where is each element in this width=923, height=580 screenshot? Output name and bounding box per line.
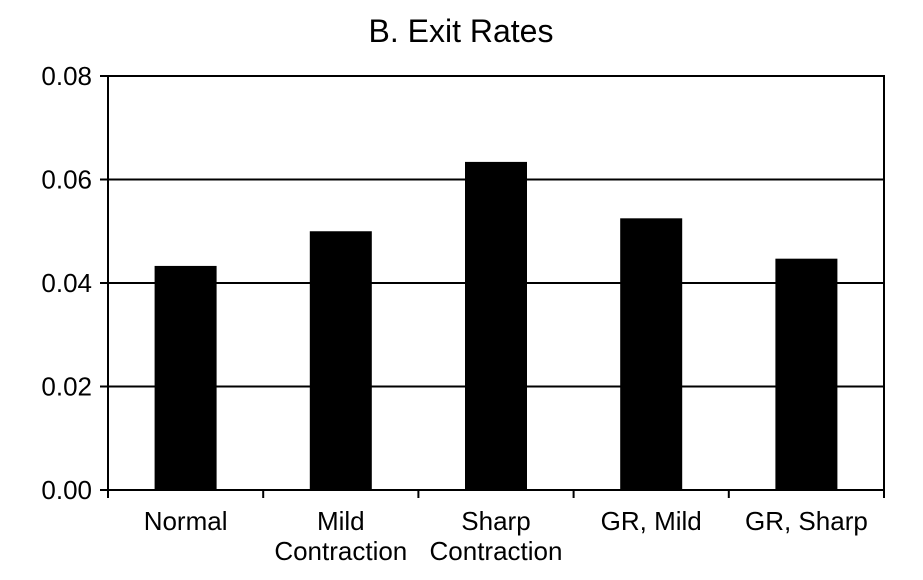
y-tick-label: 0.08 xyxy=(41,61,92,91)
bar xyxy=(154,265,217,490)
bar xyxy=(775,258,838,490)
x-category-label: Sharp xyxy=(461,506,530,536)
axes xyxy=(100,75,885,498)
x-category-label: Contraction xyxy=(430,536,563,566)
y-tick-label: 0.02 xyxy=(41,372,92,402)
y-tick-labels: 0.00 0.02 0.04 0.06 0.08 xyxy=(41,61,92,505)
bars xyxy=(154,161,838,490)
bar xyxy=(465,161,527,490)
bar xyxy=(309,231,372,490)
x-category-label: Normal xyxy=(144,506,228,536)
x-category-label: Contraction xyxy=(274,536,407,566)
y-tick-label: 0.00 xyxy=(41,475,92,505)
x-category-label: GR, Sharp xyxy=(745,506,868,536)
y-tick-label: 0.06 xyxy=(41,165,92,195)
y-tick-label: 0.04 xyxy=(41,268,92,298)
bar xyxy=(620,218,683,490)
x-category-label: GR, Mild xyxy=(601,506,702,536)
x-category-label: Mild xyxy=(317,506,365,536)
x-tick-labels: Normal MildContractionSharpContractionGR,… xyxy=(144,506,868,566)
chart-title: B. Exit Rates xyxy=(369,13,554,49)
